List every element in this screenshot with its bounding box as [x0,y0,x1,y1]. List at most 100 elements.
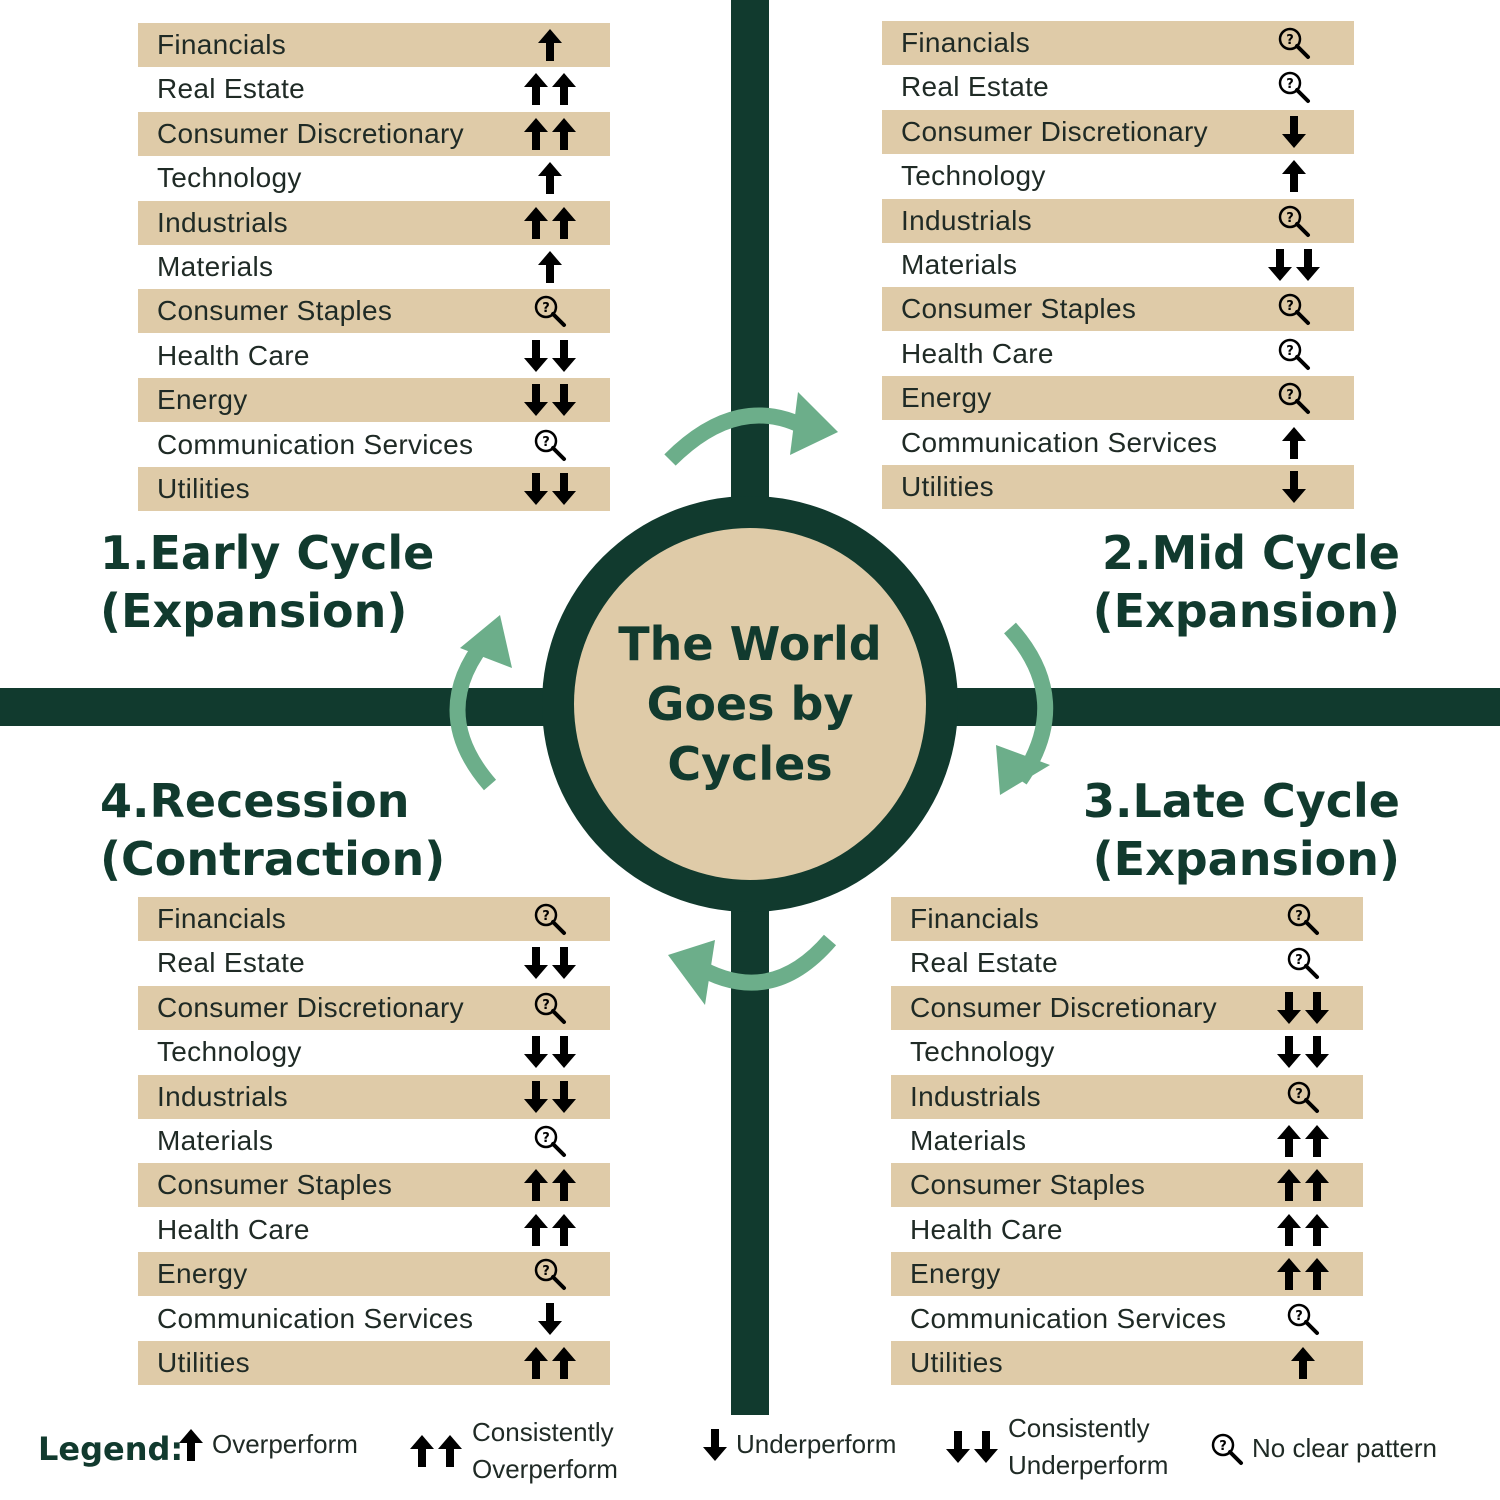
svg-text:?: ? [542,909,550,924]
legend-label: No clear pattern [1252,1433,1437,1463]
svg-text:?: ? [1286,77,1294,92]
sector-name: Energy [901,382,992,414]
double-up-arrow-icon [408,1433,464,1469]
up-arrow-icon [1264,158,1324,194]
sector-row: Materials [891,1119,1363,1163]
sector-row: Health Care [138,1208,610,1252]
sector-row: Consumer Staples ? [882,287,1354,332]
sector-table-early: Financials Real Estate Consumer Discretion… [138,23,610,511]
sector-name: Financials [901,27,1031,58]
double-up-arrow-icon [520,1345,580,1381]
magnifier-question-icon: ? [1264,69,1324,105]
sector-row: Health Care [891,1208,1363,1252]
svg-text:?: ? [1295,1087,1303,1102]
sector-row: Utilities [891,1341,1363,1385]
legend-label: Underperform [736,1429,897,1459]
svg-text:?: ? [1295,953,1303,968]
center-title: The World Goes by Cycles [618,617,882,791]
phase-title-line1: 4.Recession [100,774,410,828]
magnifier-question-icon: ? [1273,1079,1333,1115]
magnifier-question-icon: ? [520,990,580,1026]
sector-row: Energy [138,378,610,423]
sector-name: Consumer Discretionary [157,991,464,1023]
double-down-arrow-icon [520,338,580,374]
magnifier-question-icon: ? [520,427,580,463]
legend-label: Consistently Underperform [1008,1413,1169,1480]
svg-text:?: ? [1286,299,1294,314]
sector-name: Materials [901,249,1018,280]
magnifier-question-icon: ? [520,1123,580,1159]
phase-title-early: 1.Early Cycle (Expansion) [100,524,434,640]
sector-row: Communication Services ? [138,423,610,467]
sector-name: Consumer Staples [901,293,1137,325]
sector-name: Industrials [901,204,1032,236]
phase-title-line1: 1.Early Cycle [100,526,435,580]
sector-row: Real Estate ? [891,941,1363,985]
sector-name: Industrials [157,1080,288,1112]
sector-row: Industrials [138,200,610,245]
arrowhead-late-to-recession [668,940,715,1005]
phase-title-line2: (Expansion) [100,584,408,638]
phase-title-line2: (Expansion) [1092,832,1400,886]
sector-name: Health Care [910,1213,1063,1245]
phase-title-line1: 3.Late Cycle [1082,774,1400,828]
sector-name: Real Estate [157,73,306,105]
sector-row: Consumer Discretionary [891,985,1363,1030]
sector-name: Consumer Staples [157,1169,393,1201]
sector-row: Real Estate [138,67,610,111]
sector-name: Materials [910,1125,1027,1156]
sector-row: Utilities [882,465,1354,509]
double-up-arrow-icon [1273,1212,1333,1248]
double-up-arrow-icon [520,1212,580,1248]
legend-label: Consistently Overperform [472,1417,618,1484]
sector-row: Communication Services ? [891,1297,1363,1341]
up-arrow-icon [1264,425,1324,461]
sector-name: Technology [910,1036,1055,1068]
sector-name: Real Estate [157,947,306,979]
phase-title-mid: 2.Mid Cycle (Expansion) [1093,524,1400,640]
sector-name: Technology [901,160,1046,192]
center-hub: The World Goes by Cycles [574,528,926,880]
magnifier-question-icon: ? [1273,1301,1333,1337]
double-up-arrow-icon [520,71,580,107]
sector-row: Real Estate ? [882,65,1354,109]
sector-table-mid: Financials ? Real Estate ? Consumer Discre… [882,21,1354,509]
sector-name: Consumer Discretionary [157,117,464,149]
sector-row: Industrials ? [891,1074,1363,1119]
sector-row: Financials ? [138,897,610,941]
sector-name: Consumer Staples [910,1169,1146,1201]
double-up-arrow-icon [520,1167,580,1203]
down-arrow-icon [1264,469,1324,505]
phase-title-line1: 2.Mid Cycle [1102,526,1400,580]
magnifier-question-icon: ? [1264,380,1324,416]
sector-row: Consumer Discretionary [882,109,1354,154]
up-arrow-icon [1273,1345,1333,1381]
sector-row: Health Care ? [882,332,1354,376]
down-arrow-icon [1264,114,1324,150]
sector-name: Financials [910,903,1040,934]
magnifier-question-icon: ? [1264,25,1324,61]
sector-row: Materials [882,243,1354,287]
magnifier-question-icon: ? [520,293,580,329]
svg-text:?: ? [1286,344,1294,359]
up-arrow-icon [520,249,580,285]
double-down-arrow-icon [520,382,580,418]
svg-text:?: ? [542,998,550,1013]
magnifier-question-icon: ? [1273,945,1333,981]
legend-title: Legend: [38,1430,184,1468]
sector-name: Energy [910,1258,1001,1290]
double-up-arrow-icon [1273,1167,1333,1203]
legend-item-no-clear-pattern: ? No clear pattern [1210,1430,1437,1467]
sector-name: Communication Services [157,1302,474,1334]
sector-row: Health Care [138,334,610,378]
double-down-arrow-icon [1273,990,1333,1026]
legend-item-overperform: Overperform [178,1426,358,1463]
svg-text:?: ? [1219,1439,1227,1454]
sector-row: Technology [882,154,1354,198]
sector-name: Financials [157,903,287,934]
legend: Legend: Overperform Consistently Overper… [0,1410,1500,1500]
sector-name: Industrials [910,1080,1041,1112]
phase-title-line2: (Contraction) [100,832,446,886]
sector-row: Technology [891,1030,1363,1074]
legend-item-underperform: Underperform [702,1426,896,1463]
